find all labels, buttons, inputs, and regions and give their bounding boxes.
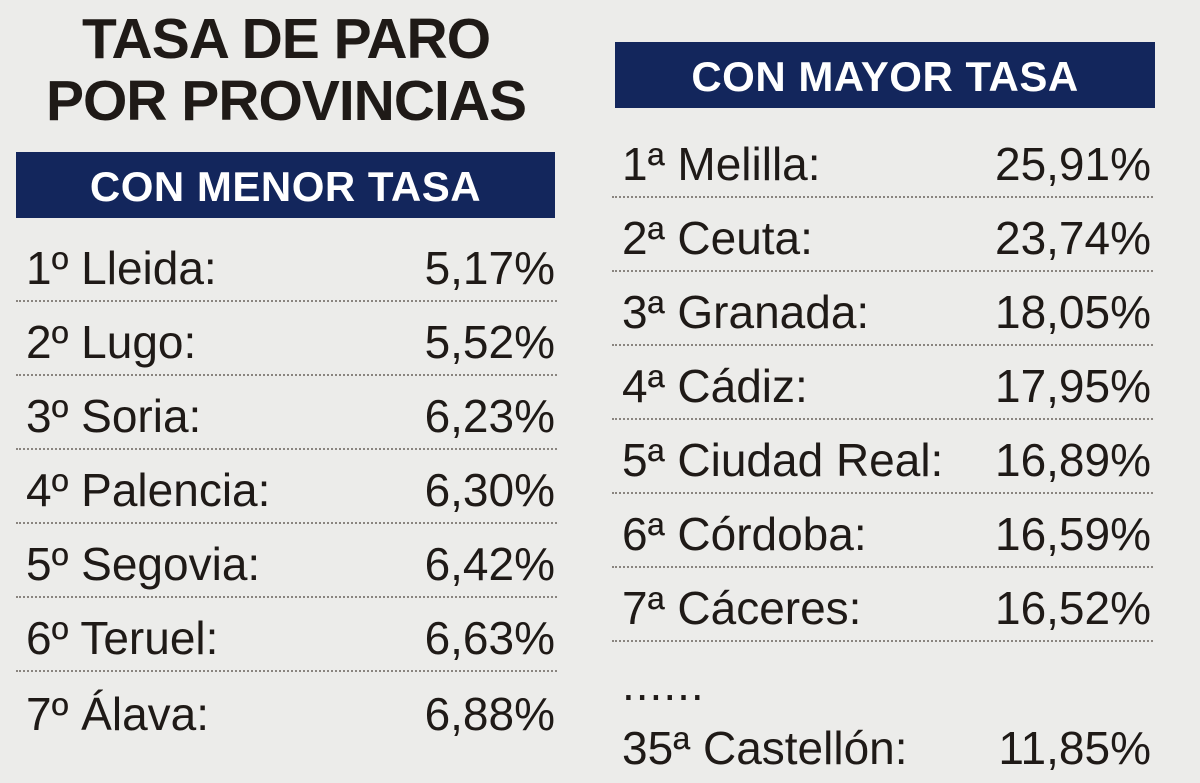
highest-rate-header: CON MAYOR TASA xyxy=(615,42,1155,108)
province-name: 4ª Cádiz: xyxy=(622,360,808,412)
province-name: 2º Lugo: xyxy=(26,316,197,368)
highest-rate-list: 1ª Melilla: 25,91% 2ª Ceuta: 23,74% 3ª G… xyxy=(612,124,1153,642)
list-item: 2º Lugo: 5,52% xyxy=(16,302,557,376)
province-name: 7ª Cáceres: xyxy=(622,582,862,634)
list-item: 7º Álava: 6,88% xyxy=(16,672,557,746)
list-item: 4º Palencia: 6,30% xyxy=(16,450,557,524)
rate-value: 25,91% xyxy=(994,138,1151,190)
title-line-1: TASA DE PARO xyxy=(81,7,491,71)
list-item: 6º Teruel: 6,63% xyxy=(16,598,557,672)
province-name: 1º Lleida: xyxy=(26,242,217,294)
list-item: 6ª Córdoba: 16,59% xyxy=(612,494,1153,568)
rate-value: 16,52% xyxy=(994,582,1151,634)
province-name: 6ª Córdoba: xyxy=(622,508,867,560)
province-name: 5ª Ciudad Real: xyxy=(622,434,944,486)
rate-value: 6,63% xyxy=(424,612,555,664)
list-item: 1ª Melilla: 25,91% xyxy=(612,124,1153,198)
province-name: 3ª Granada: xyxy=(622,286,870,338)
province-name: 5º Segovia: xyxy=(26,538,261,590)
list-item: 4ª Cádiz: 17,95% xyxy=(612,346,1153,420)
list-item: 5ª Ciudad Real: 16,89% xyxy=(612,420,1153,494)
province-name: 35ª Castellón: xyxy=(622,722,908,774)
rate-value: 6,88% xyxy=(424,688,555,740)
list-item-last: 35ª Castellón: 11,85% xyxy=(612,716,1153,782)
list-item: 7ª Cáceres: 16,52% xyxy=(612,568,1153,642)
province-name: 1ª Melilla: xyxy=(622,138,821,190)
page-title: TASA DE PARO POR PROVINCIAS xyxy=(16,8,556,132)
province-name: 3º Soria: xyxy=(26,390,202,442)
list-item: 1º Lleida: 5,17% xyxy=(16,228,557,302)
lowest-rate-list: 1º Lleida: 5,17% 2º Lugo: 5,52% 3º Soria… xyxy=(16,228,557,746)
rate-value: 23,74% xyxy=(994,212,1151,264)
title-line-2: POR PROVINCIAS xyxy=(45,69,527,133)
province-name: 2ª Ceuta: xyxy=(622,212,813,264)
rate-value: 16,89% xyxy=(994,434,1151,486)
rate-value: 5,52% xyxy=(424,316,555,368)
rate-value: 6,30% xyxy=(424,464,555,516)
rate-value: 11,85% xyxy=(998,722,1151,774)
rate-value: 16,59% xyxy=(994,508,1151,560)
list-item: 3ª Granada: 18,05% xyxy=(612,272,1153,346)
rate-value: 18,05% xyxy=(994,286,1151,338)
rate-value: 6,42% xyxy=(424,538,555,590)
lowest-rate-header: CON MENOR TASA xyxy=(16,152,555,218)
rate-value: 6,23% xyxy=(424,390,555,442)
rate-value: 5,17% xyxy=(424,242,555,294)
list-item: 5º Segovia: 6,42% xyxy=(16,524,557,598)
list-item: 3º Soria: 6,23% xyxy=(16,376,557,450)
rate-value: 17,95% xyxy=(994,360,1151,412)
province-name: 4º Palencia: xyxy=(26,464,271,516)
province-name: 7º Álava: xyxy=(26,688,210,740)
ellipsis-separator: ...... xyxy=(622,658,705,710)
province-name: 6º Teruel: xyxy=(26,612,219,664)
list-item: 2ª Ceuta: 23,74% xyxy=(612,198,1153,272)
